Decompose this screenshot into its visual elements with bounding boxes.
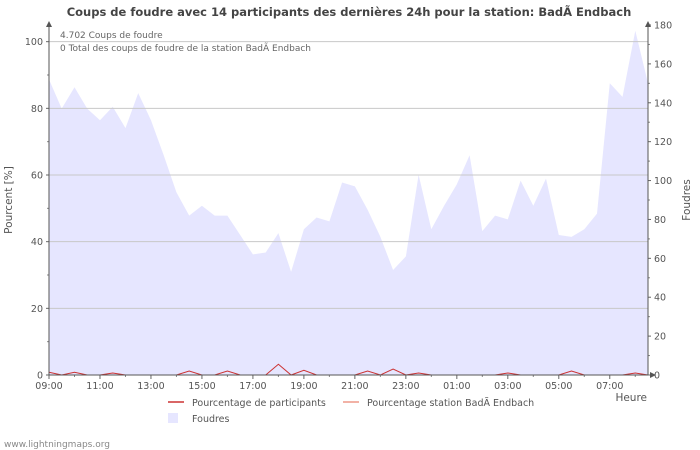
x-tick-label: 11:00	[86, 381, 113, 392]
x-tick-label: 21:00	[341, 381, 368, 392]
y-left-tick-label: 80	[31, 104, 43, 115]
y-left-tick-label: 60	[31, 171, 43, 182]
x-tick-label: 13:00	[137, 381, 164, 392]
y-right-tick-label: 140	[654, 98, 672, 109]
y-right-tick-label: 40	[654, 293, 666, 304]
legend-swatch	[168, 413, 178, 423]
y-axis-right-label: Foudres	[681, 179, 693, 220]
y-right-tick-label: 180	[654, 21, 672, 32]
legend-label: Pourcentage station BadÃ Endbach	[367, 398, 534, 409]
y-right-tick-label: 0	[654, 371, 660, 382]
legend: Pourcentage de participants Pourcentage s…	[168, 398, 534, 425]
y-right-tick-label: 100	[654, 176, 672, 187]
x-tick-label: 05:00	[545, 381, 572, 392]
y-right-tick-label: 20	[654, 332, 666, 343]
legend-label: Pourcentage de participants	[192, 398, 326, 409]
y-left-tick-label: 0	[37, 371, 43, 382]
x-tick-label: 19:00	[290, 381, 317, 392]
y-right-tick-label: 160	[654, 59, 672, 70]
x-axis-label: Heure	[615, 392, 647, 404]
y-left-tick-label: 40	[31, 237, 43, 248]
axes: 0 20 40 60 80 100 0 20 40 60 80 100 120 140 160 180 09:0…	[25, 21, 672, 393]
x-axis-arrow	[650, 372, 656, 378]
y-right-tick-label: 60	[654, 254, 666, 265]
grid-overlay	[49, 41, 648, 309]
x-tick-label: 07:00	[596, 381, 623, 392]
legend-label: Foudres	[192, 414, 230, 425]
y-left-tick-label: 100	[25, 37, 43, 48]
info-station-total: 0 Total des coups de foudre de la statio…	[60, 43, 311, 54]
info-strike-count: 4.702 Coups de foudre	[60, 31, 163, 41]
x-tick-label: 09:00	[35, 381, 62, 392]
x-tick-label: 03:00	[494, 381, 521, 392]
chart-title: Coups de foudre avec 14 participants des…	[67, 4, 632, 19]
x-tick-label: 01:00	[443, 381, 470, 392]
y-left-tick-label: 20	[31, 304, 43, 315]
x-tick-label: 17:00	[239, 381, 266, 392]
y-right-tick-label: 80	[654, 215, 666, 226]
y-left-axis-arrow	[46, 21, 52, 27]
x-tick-label: 23:00	[392, 381, 419, 392]
y-axis-left-label: Pourcent [%]	[3, 166, 15, 234]
series-foudres-area	[49, 30, 648, 376]
y-right-tick-label: 120	[654, 137, 672, 148]
y-right-axis-arrow	[645, 21, 651, 27]
x-tick-label: 15:00	[188, 381, 215, 392]
footer-credit: www.lightningmaps.org	[4, 440, 110, 450]
